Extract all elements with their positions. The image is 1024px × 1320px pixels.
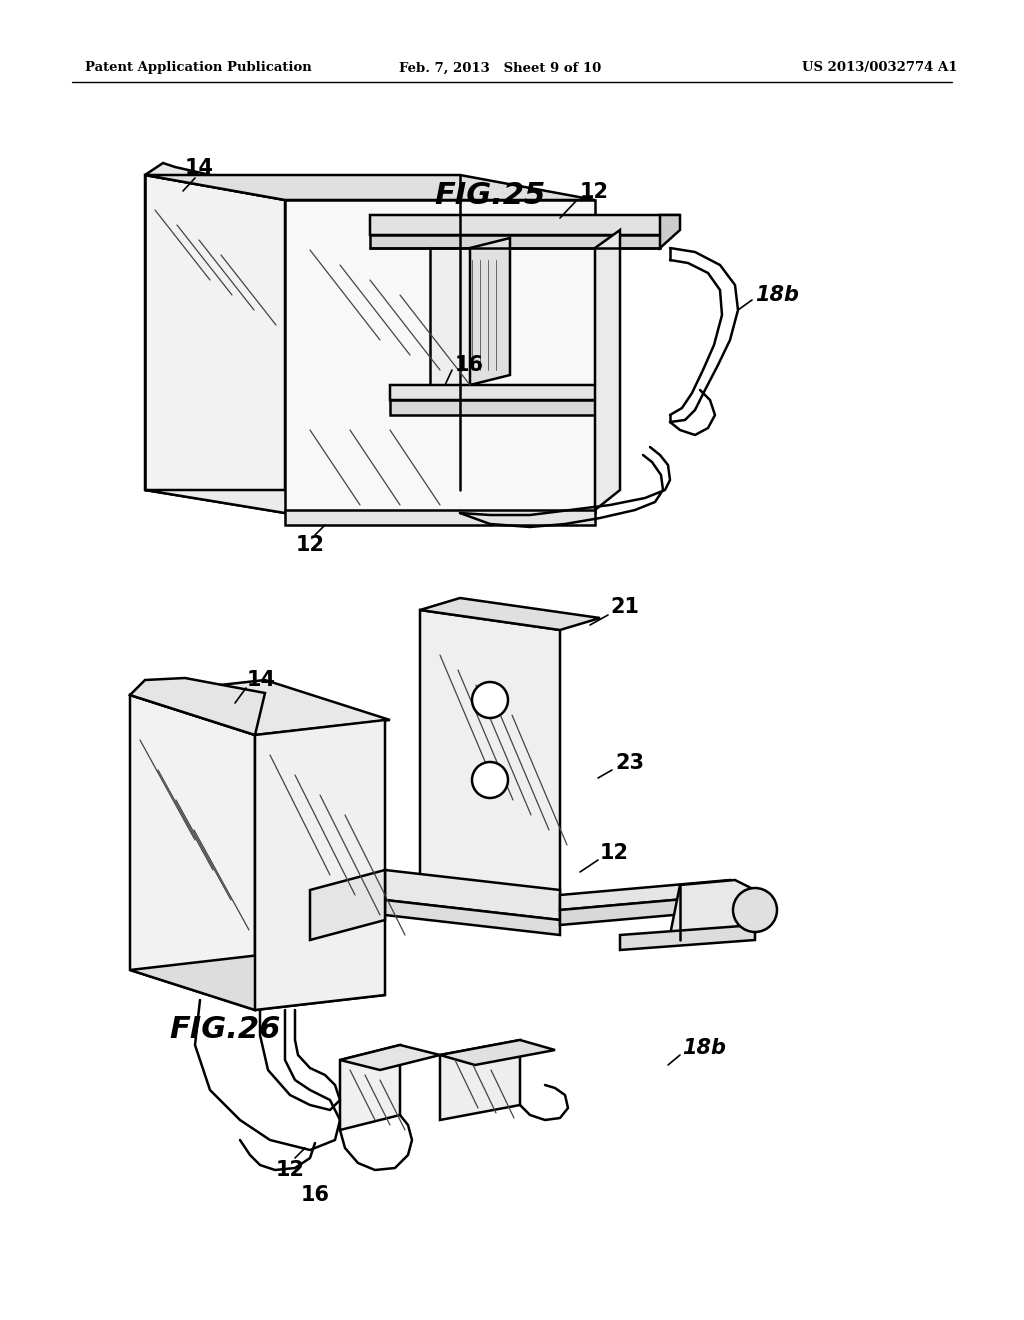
Text: 12: 12 — [275, 1160, 304, 1180]
Text: Feb. 7, 2013   Sheet 9 of 10: Feb. 7, 2013 Sheet 9 of 10 — [399, 62, 601, 74]
Polygon shape — [255, 719, 385, 1010]
Polygon shape — [130, 954, 385, 1010]
Polygon shape — [560, 895, 730, 925]
Text: 23: 23 — [615, 752, 644, 774]
Text: US 2013/0032774 A1: US 2013/0032774 A1 — [802, 62, 957, 74]
Polygon shape — [470, 238, 510, 385]
Polygon shape — [285, 201, 595, 513]
Polygon shape — [340, 1045, 440, 1071]
Polygon shape — [390, 385, 620, 400]
Polygon shape — [560, 880, 730, 909]
Polygon shape — [390, 400, 600, 414]
Text: FIG.25: FIG.25 — [434, 181, 546, 210]
Polygon shape — [620, 925, 755, 950]
Text: FIG.26: FIG.26 — [169, 1015, 281, 1044]
Polygon shape — [130, 680, 390, 735]
Polygon shape — [385, 870, 560, 920]
Polygon shape — [670, 880, 765, 940]
Polygon shape — [145, 490, 595, 513]
Polygon shape — [145, 176, 285, 513]
Polygon shape — [370, 235, 660, 248]
Polygon shape — [420, 598, 600, 630]
Polygon shape — [130, 696, 255, 1010]
Polygon shape — [430, 248, 470, 385]
Polygon shape — [660, 215, 680, 248]
Circle shape — [472, 762, 508, 799]
Text: 16: 16 — [300, 1185, 330, 1205]
Text: 18b: 18b — [682, 1038, 726, 1059]
Polygon shape — [440, 1040, 555, 1065]
Polygon shape — [595, 230, 620, 510]
Text: 12: 12 — [600, 843, 629, 863]
Text: 12: 12 — [580, 182, 609, 202]
Text: 14: 14 — [185, 158, 214, 178]
Circle shape — [472, 682, 508, 718]
Text: 16: 16 — [455, 355, 484, 375]
Polygon shape — [145, 176, 595, 201]
Text: 18b: 18b — [755, 285, 799, 305]
Text: 12: 12 — [296, 535, 325, 554]
Polygon shape — [285, 510, 595, 525]
Polygon shape — [420, 610, 560, 900]
Polygon shape — [340, 1045, 400, 1130]
Text: Patent Application Publication: Patent Application Publication — [85, 62, 311, 74]
Polygon shape — [370, 215, 680, 235]
Polygon shape — [130, 678, 265, 735]
Polygon shape — [145, 162, 290, 201]
Text: 14: 14 — [247, 671, 276, 690]
Polygon shape — [310, 870, 385, 940]
Circle shape — [733, 888, 777, 932]
Text: 21: 21 — [610, 597, 639, 616]
Polygon shape — [440, 1040, 520, 1119]
Polygon shape — [385, 900, 560, 935]
